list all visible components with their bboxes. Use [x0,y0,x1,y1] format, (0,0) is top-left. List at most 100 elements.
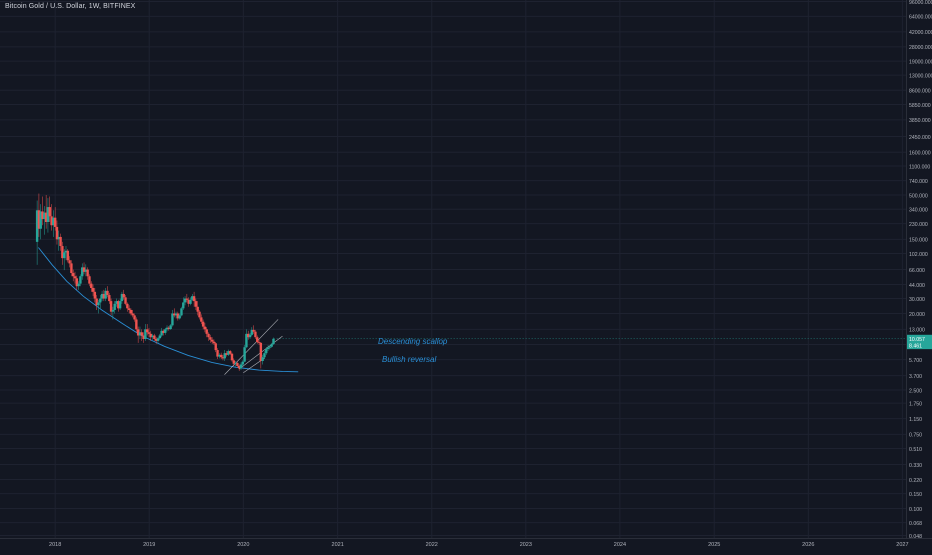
annotation-descending-scallop: Descending scallop [378,337,448,346]
candle-body [187,299,190,304]
candle-body [53,217,57,227]
candle-body [196,306,199,312]
candle-body [203,326,207,330]
candle-body [182,302,185,309]
candle-body [239,364,243,369]
y-tick-label: 0.150 [909,492,922,498]
candle [164,327,167,335]
candle-body [111,309,115,312]
candle [133,313,136,322]
x-axis[interactable]: 2018 2019 2020 2021 2022 2023 2024 2025 2026 2027 [49,542,908,548]
x-tick-label: 2020 [237,542,249,548]
candle-body [261,357,264,361]
candle [102,289,106,302]
candle-body [133,315,136,320]
candle-body [225,353,228,355]
y-tick-label: 42000.000 [909,30,932,36]
candle [88,274,91,287]
candle-body [230,353,234,361]
candle [254,329,257,339]
candle-body [250,329,254,335]
candle [243,344,246,363]
candle-body [97,302,100,306]
candle-body [90,283,93,288]
candle-body [106,290,109,296]
candle-body [171,313,174,326]
x-tick-label: 2019 [143,542,155,548]
candle-body [73,276,77,279]
candle [218,353,221,359]
candle [41,196,44,226]
candle [203,322,207,333]
y-tick-label: 740.000 [909,179,928,185]
candle [241,360,245,367]
y-tick-label: 30.000 [909,297,925,303]
candle-body [131,313,134,316]
candle-body [86,269,89,277]
candle [90,281,93,292]
candle-body [44,212,48,223]
candle [147,327,151,338]
candle-body [219,354,223,358]
x-tick-label: 2026 [802,542,814,548]
candle [68,256,71,268]
y-tick-label: 230.000 [909,222,928,228]
candle [198,309,201,320]
candle-body [82,267,86,272]
candle [237,364,241,371]
candle-body [216,350,219,357]
candle-body [192,296,196,302]
price-label-text: 10.057 [909,337,925,343]
grid-lines [0,0,932,539]
candle [99,295,102,309]
candle-body [55,226,59,240]
candle-body [237,366,241,369]
candle [59,233,62,251]
candle [39,204,42,240]
candle-body [205,329,208,334]
y-axis[interactable]: 96000.000 64000.000 42000.000 28000.000 1900… [909,0,932,540]
x-tick-label: 2018 [49,542,61,548]
candle-body [37,210,41,229]
candle-body [72,273,75,277]
candle [270,342,273,348]
y-tick-label: 20.000 [909,312,925,318]
candle-body [126,303,129,309]
candle [232,358,235,367]
candle-body [200,317,203,322]
candle-body [43,212,46,220]
candle-body [180,308,183,316]
candle-body [209,337,212,340]
candle-body [117,301,120,309]
candle [266,344,270,352]
y-tick-label: 2.500 [909,388,922,394]
candle [91,284,95,297]
candle-body [151,335,154,338]
candle-body [178,315,181,319]
candle [165,325,169,332]
candle-body [88,276,91,284]
descending-scallop-arc [38,247,299,373]
candle [62,249,66,271]
y-tick-label: 150.000 [909,238,928,244]
candle [272,337,275,345]
candle-body [145,329,149,333]
candle-body [223,353,226,359]
candle-body [257,342,261,343]
candle [248,332,252,339]
candle [70,260,73,277]
candle-body [254,331,257,338]
candle-body [70,263,73,274]
x-tick-label: 2022 [426,542,438,548]
y-tick-label: 5.700 [909,358,922,364]
y-tick-label: 66.000 [909,268,925,274]
candle [52,210,55,237]
candle [108,292,111,304]
candle-body [207,333,210,338]
candle-body [77,283,80,287]
candle-body [99,298,102,303]
candle-body [129,309,133,314]
candle-body [115,301,118,304]
